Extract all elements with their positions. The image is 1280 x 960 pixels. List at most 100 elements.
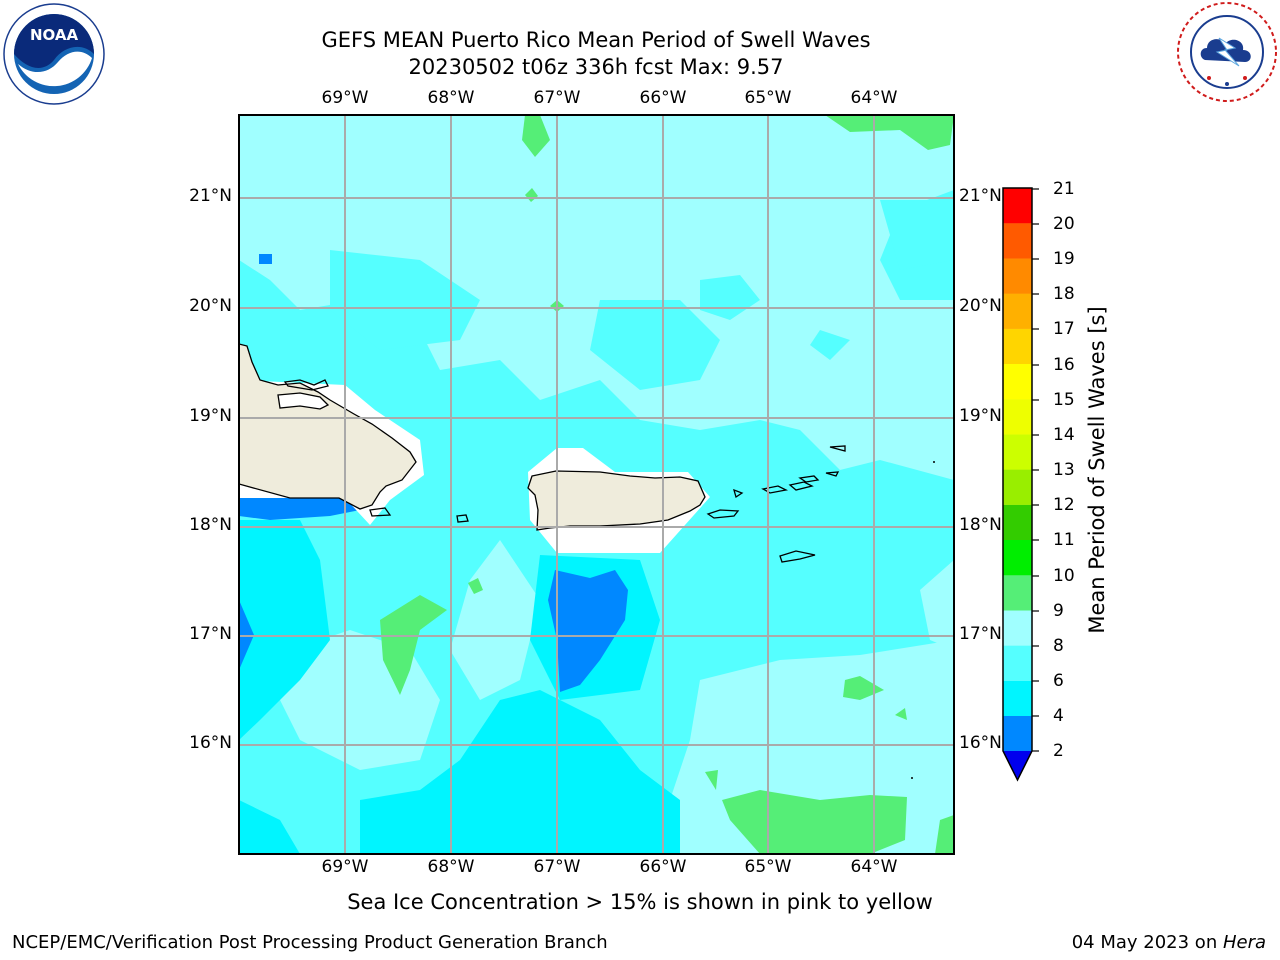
colorbar-tick-label: 16 bbox=[1053, 355, 1075, 375]
lon-label-top: 67°W bbox=[533, 88, 581, 108]
colorbar-swatch-20-21 bbox=[1003, 188, 1032, 224]
lon-label-bottom: 68°W bbox=[427, 857, 475, 877]
lat-label-right: 20°N bbox=[959, 296, 1002, 316]
swell-6-8-north-c bbox=[880, 200, 954, 270]
lat-label-right: 16°N bbox=[959, 733, 1002, 753]
swell-8-9-nw bbox=[290, 140, 380, 195]
colorbar-swatch-14-15 bbox=[1003, 399, 1032, 435]
swell-6-8-north-b bbox=[590, 300, 720, 390]
land-mona bbox=[456, 514, 469, 523]
chart-title: GEFS MEAN Puerto Rico Mean Period of Swe… bbox=[321, 28, 871, 52]
footer-credit: NCEP/EMC/Verification Post Processing Pr… bbox=[12, 932, 608, 953]
lat-label-right: 17°N bbox=[959, 624, 1002, 644]
lon-label-top: 66°W bbox=[639, 88, 687, 108]
swell-9-10-corner bbox=[935, 815, 954, 854]
chart-subtitle: 20230502 t06z 336h fcst Max: 9.57 bbox=[408, 55, 784, 79]
swell-9-10-left bbox=[380, 595, 447, 695]
swell-9-10-small-a bbox=[468, 578, 483, 594]
colorbar-swatch-19-20 bbox=[1003, 223, 1032, 259]
land-hispaniola-bay bbox=[277, 392, 330, 410]
colorbar-swatch-8-9 bbox=[1003, 610, 1032, 646]
lon-label-top: 68°W bbox=[427, 88, 475, 108]
lon-label-bottom: 69°W bbox=[321, 857, 369, 877]
lon-label-top: 64°W bbox=[850, 88, 898, 108]
lat-label-right: 18°N bbox=[959, 515, 1002, 535]
noaa-logo-text: NOAA bbox=[30, 26, 79, 44]
swell-9-10-top-center bbox=[522, 115, 550, 157]
colorbar bbox=[1002, 187, 1039, 782]
land-st-croix bbox=[779, 550, 816, 563]
land-virgin-islands bbox=[761, 445, 846, 494]
land-tortuga bbox=[283, 379, 329, 391]
colorbar-title: Mean Period of Swell Waves [s] bbox=[1085, 306, 1109, 634]
colorbar-tick-label: 12 bbox=[1053, 495, 1075, 515]
map-frame bbox=[238, 114, 955, 855]
footer-date-text: 04 May 2023 on bbox=[1071, 932, 1223, 953]
colorbar-tick-label: 8 bbox=[1053, 636, 1064, 656]
lon-label-bottom: 64°W bbox=[850, 857, 898, 877]
colorbar-tick-label: 18 bbox=[1053, 284, 1075, 304]
noaa-logo: NOAA bbox=[2, 2, 106, 106]
colorbar-swatch-15-16 bbox=[1003, 364, 1032, 400]
swell-8-9-north bbox=[239, 115, 954, 480]
land-puerto-rico bbox=[527, 470, 706, 531]
colorbar-tick-label: 13 bbox=[1053, 460, 1075, 480]
lat-label-left: 16°N bbox=[189, 733, 232, 753]
colorbar-swatch-10-11 bbox=[1003, 540, 1032, 576]
colorbar-swatch-16-17 bbox=[1003, 328, 1032, 364]
land-hispaniola bbox=[239, 343, 417, 510]
colorbar-tick-label: 15 bbox=[1053, 390, 1075, 410]
swell-6-8-north-a bbox=[330, 250, 480, 350]
colorbar-swatch-9-10 bbox=[1003, 575, 1032, 611]
colorbar-swatch-18-19 bbox=[1003, 258, 1032, 294]
colorbar-tick-label: 4 bbox=[1053, 706, 1064, 726]
colorbar-swatch-12-13 bbox=[1003, 469, 1032, 505]
lat-label-right: 21°N bbox=[959, 186, 1002, 206]
swell-4-6-south bbox=[360, 690, 680, 854]
nws-logo bbox=[1175, 0, 1279, 104]
lon-label-bottom: 66°W bbox=[639, 857, 687, 877]
colorbar-outline bbox=[1002, 187, 1033, 782]
colorbar-swatch-11-12 bbox=[1003, 504, 1032, 540]
colorbar-tick-label: 10 bbox=[1053, 566, 1075, 586]
colorbar-tick-label: 11 bbox=[1053, 530, 1075, 550]
colorbar-swatch-4-6 bbox=[1003, 680, 1032, 716]
colorbar-swatch-17-18 bbox=[1003, 293, 1032, 329]
land-vieques bbox=[706, 509, 740, 519]
lat-label-left: 19°N bbox=[189, 406, 232, 426]
colorbar-tick-marks bbox=[1032, 188, 1039, 752]
land-saona bbox=[369, 507, 392, 517]
lon-label-bottom: 67°W bbox=[533, 857, 581, 877]
lat-label-right: 19°N bbox=[959, 406, 1002, 426]
swell-2-4-nw-spot bbox=[259, 254, 272, 264]
swell-9-10-small-c bbox=[895, 708, 907, 720]
lon-label-top: 69°W bbox=[321, 88, 369, 108]
land-islet-b bbox=[911, 777, 913, 779]
colorbar-swatch-6-8 bbox=[1003, 645, 1032, 681]
colorbar-swatch-13-14 bbox=[1003, 434, 1032, 470]
land-culebra bbox=[733, 488, 744, 499]
colorbar-tick-label: 20 bbox=[1053, 214, 1075, 234]
lat-label-left: 21°N bbox=[189, 186, 232, 206]
swell-8-9-east bbox=[920, 560, 954, 650]
swell-6-8-north-e bbox=[810, 330, 850, 360]
swell-2-4-south-pr bbox=[548, 570, 628, 692]
footer-machine: Hera bbox=[1222, 932, 1266, 953]
footer-date: 04 May 2023 on Hera bbox=[1072, 932, 1266, 953]
colorbar-tick-label: 6 bbox=[1053, 671, 1064, 691]
lat-label-left: 17°N bbox=[189, 624, 232, 644]
swell-9-10-small-b bbox=[705, 770, 718, 790]
lon-label-bottom: 65°W bbox=[744, 857, 792, 877]
colorbar-underflow-arrow bbox=[1003, 751, 1032, 780]
colorbar-tick-label: 2 bbox=[1053, 741, 1064, 761]
sea-ice-note: Sea Ice Concentration > 15% is shown in … bbox=[347, 890, 933, 914]
swell-9-10-top-right bbox=[825, 115, 954, 150]
colorbar-tick-label: 17 bbox=[1053, 319, 1075, 339]
lat-label-left: 20°N bbox=[189, 296, 232, 316]
colorbar-tick-label: 9 bbox=[1053, 601, 1064, 621]
colorbar-tick-label: 21 bbox=[1053, 179, 1075, 199]
land-islet-a bbox=[933, 461, 935, 463]
colorbar-swatch-2-4 bbox=[1003, 716, 1032, 752]
swell-8-9-south-mid bbox=[450, 540, 540, 700]
lat-label-left: 18°N bbox=[189, 515, 232, 535]
